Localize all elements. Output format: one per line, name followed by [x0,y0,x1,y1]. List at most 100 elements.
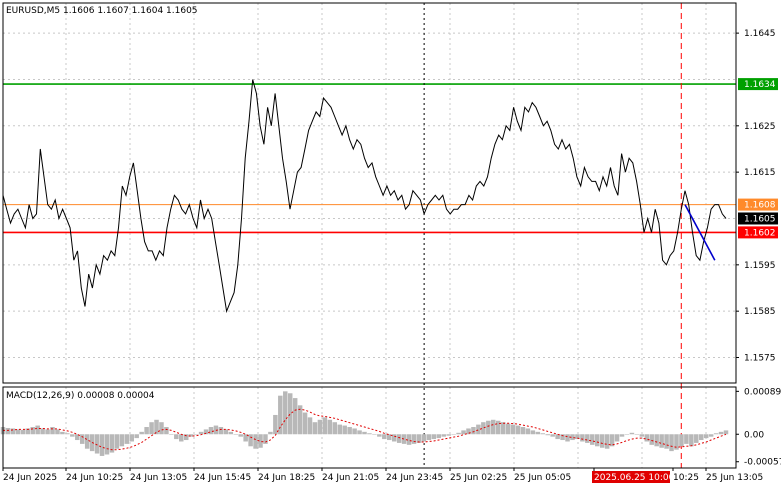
macd-histogram-bar [377,434,382,437]
macd-histogram-bar [634,434,640,435]
macd-histogram-bar [134,434,139,439]
price-line [2,79,727,314]
macd-histogram-bar [694,434,699,443]
time-tick-label: 24 Jun 2025 [3,473,57,483]
price-tick-label: 1.1625 [744,122,776,132]
macd-histogram-bar [139,431,144,435]
macd-histogram-bar [283,391,288,435]
vertical-markers [423,3,682,468]
macd-histogram-bar [144,427,149,435]
price-series [2,79,727,314]
macd-histogram-bar [362,431,367,435]
macd-tick-label: 0.00089 [744,387,781,397]
price-tag-orange [738,198,778,211]
macd-histogram-bar [154,419,159,435]
price-tick-label: 1.1615 [744,168,776,178]
macd-tick-label: -0.00057 [744,458,781,468]
macd-signal-line [3,408,727,451]
macd-histogram-bar [669,434,674,452]
macd-histogram-bar [149,422,154,435]
macd-histogram-bar [461,430,466,435]
macd-histogram-bar [367,433,372,435]
macd-histogram-bar [273,414,278,435]
macd-histogram-bar [99,434,105,456]
time-tick-label: 24 Jun 21:05 [322,473,379,483]
macd-histogram-bar [307,417,313,435]
time-axis: 24 Jun 2025 24 Jun 10:25 24 Jun 13:05 24 Ju… [2,468,763,483]
macd-histogram-bar [550,434,555,437]
macd-histogram-bar [684,434,689,444]
price-tick-label: 1.1575 [744,354,776,364]
macd-histogram-bar [411,434,417,444]
macd-histogram-bar [426,434,432,441]
macd-histogram-bar [223,429,229,435]
macd-histogram-bar [159,422,164,435]
macd-histogram-bar [481,422,486,435]
macd-histogram-bar [713,433,719,435]
macd-histogram-bar [278,395,283,435]
macd-histogram-bar [35,425,40,435]
macd-histogram-bar [595,434,600,447]
macd-histogram-bar [619,434,625,437]
macd-histogram-bar [406,434,412,445]
macd-histogram-bar [555,434,560,440]
macd-histogram-bar [198,431,204,435]
macd-histogram-bar [332,422,338,435]
macd-histogram-bar [174,434,179,440]
macd-histogram-bar [486,420,491,435]
macd-histogram-bar [604,434,610,449]
symbol-header: EURUSD,M5 1.1606 1.1607 1.1604 1.1605 [6,6,198,16]
macd-histogram-bar [476,424,481,435]
macd-histogram-bar [530,430,536,435]
macd-histogram-bar [649,434,654,445]
macd-histogram-bar [495,420,501,435]
grid-layer [3,3,736,468]
macd-histogram-bar [253,434,258,449]
time-tick-label: 24 Jun 18:25 [258,473,315,483]
macd-histogram-bar [357,430,362,435]
time-tick-label: 10:25 [673,473,699,483]
macd-histogram-bar [297,405,303,435]
date-highlight-tag [592,471,670,483]
macd-histogram-bar [104,434,110,455]
macd-histogram-bar [119,434,125,447]
macd-histogram-bar [75,434,80,441]
macd-histogram-bar [401,434,407,444]
macd-histogram-bar [387,434,392,441]
macd-histogram-bar [109,434,115,453]
macd-histogram-bar [436,434,442,439]
macd-histogram-bar [60,431,65,435]
macd-histogram-bar [55,429,60,435]
macd-histogram-bar [15,429,21,435]
macd-histogram-bar [243,434,248,442]
price-tag-current [738,212,778,225]
macd-histogram-bar [609,434,615,447]
macd-histogram-bar [679,434,684,447]
price-tag-green [738,78,778,91]
macd-histogram-bar [585,434,590,443]
macd-histogram-bar [441,434,446,437]
level-lines [3,83,736,234]
macd-histogram-bar [382,434,387,440]
macd-histogram-bar [208,427,214,435]
macd-histogram-bar [65,433,70,435]
macd-histogram-bar [169,434,174,435]
macd-histogram-bar [540,433,546,435]
macd-histogram-bar [471,427,476,435]
macd-histogram-bar [5,427,11,435]
macd-histogram-bar [590,434,595,445]
macd-histogram-bar [535,431,541,435]
macd-histogram-bar [10,428,16,435]
price-tag-label: 1.1634 [744,80,776,90]
macd-histogram-bar [570,434,575,441]
price-tag-label: 1.1608 [744,201,776,211]
macd-histogram-bar [70,434,75,437]
macd-histogram-bar [599,434,605,448]
macd-histogram-bar [674,434,679,450]
macd-histogram-bar [575,434,580,440]
macd-histogram-bar [654,434,659,447]
macd-histogram-bar [238,434,243,437]
macd-histogram-bar [268,431,273,435]
macd-histogram-bar [302,412,308,435]
macd-axis: 0.00089 0.00 -0.00057 [736,387,781,468]
